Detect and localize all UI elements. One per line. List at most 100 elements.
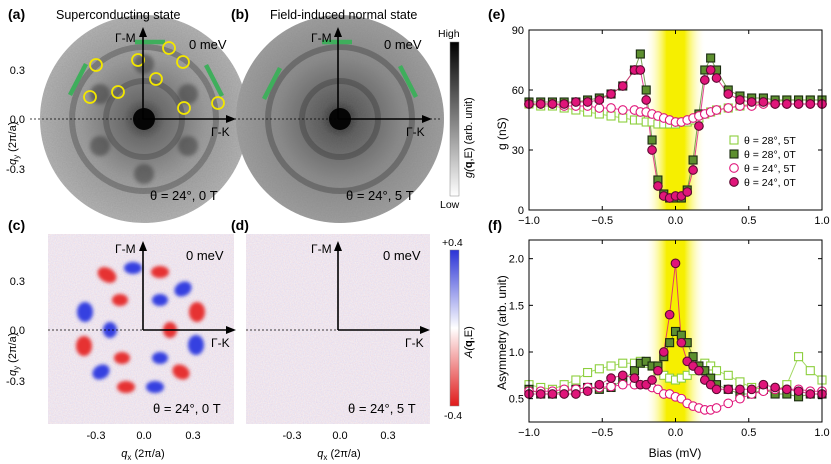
data-point-circle [746,384,757,395]
data-point-circle [547,389,558,399]
data-point-square [805,366,815,376]
colorbar-a-bottom: -0.4 [444,410,462,422]
data-point-circle [559,389,570,399]
gk-arrowhead [420,326,430,334]
data-point-square [723,370,733,380]
map-xtick: 0.0 [332,430,347,442]
data-point-circle [664,309,675,320]
data-point-circle [805,389,816,399]
y-tick-label: 1.0 [509,347,524,359]
panel-label-e: (e) [488,6,505,22]
energy-label: 0 meV [384,37,422,52]
data-point-circle [606,103,616,113]
gm-arrowhead [139,241,147,251]
x-tick-label: 1.0 [814,215,829,227]
data-point-circle [606,89,616,99]
qpi-peak-circle [111,85,125,99]
gm-label: Γ-M [115,242,136,256]
condition-label-d: θ = 24°, 5 T [348,401,416,416]
x-tick-label: 0.0 [668,215,683,227]
data-point-circle [781,384,792,395]
data-point-square [606,111,616,121]
energy-label: 0 meV [189,37,227,52]
panel-label-a: (a) [8,6,25,22]
data-point-circle [770,382,780,393]
data-point-circle [694,365,704,376]
panel-label-f: (f) [488,217,502,233]
data-point-square [641,356,651,366]
data-point-circle [606,373,616,383]
data-point-circle [658,347,669,357]
map-xtick: -0.3 [283,430,302,442]
data-point-square [635,49,645,59]
panel-a: Γ-M Γ-K 0 meV θ = 24°, 0 T (a) Supercond… [8,6,248,223]
qpi-peak-circle [89,58,103,72]
energy-label: 0 meV [383,248,421,263]
colorbar-g-gradient [449,41,460,197]
data-point-circle [723,384,734,395]
gk-label: Γ-K [211,336,230,350]
y-tick-label: 1.5 [509,300,524,312]
data-point-circle [535,389,546,399]
data-point-square [606,361,616,371]
data-point-circle [711,403,722,413]
data-point-circle [594,95,605,105]
qpi-peak-circle [131,53,145,67]
x-tick-label: 1.0 [814,427,829,439]
gm-label: Γ-M [311,242,332,256]
colorbar-a: +0.4 -0.4 A(q,E) [442,237,475,422]
data-point-circle [758,97,769,107]
colorbar-g-top: High [438,28,460,40]
colorbar-a-label: A(q,E) [463,326,475,359]
gk-arrowhead [422,115,432,123]
y-tick-label: 0 [518,205,524,217]
condition-label-a: θ = 24°, 0 T [150,188,218,203]
map-ytick: 0.3 [10,276,25,288]
data-point-circle [617,81,628,91]
plot-f: (f) Asymmetry (arb. unit) Bias (mV) −1.0… [488,217,830,460]
data-point-circle [793,99,804,109]
data-point-circle [629,373,640,383]
data-point-circle [582,97,593,107]
data-point-circle [723,89,734,99]
plot-f-ylabel: Asymmetry (arb. unit) [495,275,509,390]
x-tick-label: 0.0 [668,427,683,439]
data-point-circle [547,99,558,109]
y-tick-label: 60 [512,85,524,97]
condition-label-b: θ = 24°, 5 T [346,188,414,203]
qpi-peak-circle [177,101,191,115]
data-point-square [706,361,716,371]
gk-label: Γ-K [405,336,424,350]
data-point-circle [735,95,745,105]
bz-boundary-bar [68,62,88,97]
map-xtick: 0.3 [185,430,200,442]
data-point-circle [571,97,581,107]
legend-label: θ = 24°, 0T [744,177,796,189]
data-point-square [594,364,604,374]
panel-b: Γ-M Γ-K 0 meV θ = 24°, 5 T (b) Field-ind… [226,6,444,223]
map-ylabel-bottom: qy (2π/a) [7,333,21,376]
map-xtick: -0.3 [87,430,106,442]
data-point-square [711,366,722,376]
y-tick-label: 2.0 [509,254,524,266]
data-point-square [571,375,581,385]
x-tick-label: 0.5 [741,215,756,227]
panel-label-d: (d) [231,217,249,233]
x-tick-label: 0.5 [741,427,756,439]
qpi-peak-circle [176,55,190,69]
qpi-peak-circle [83,90,97,104]
data-point-square [647,135,657,145]
data-point-square [665,338,675,348]
colorbar-g: High Low g(q,E) (arb. unit) [438,28,475,211]
data-point-circle [582,386,593,397]
data-point-circle [688,165,698,175]
data-point-circle [711,105,722,115]
colorbar-a-top: +0.4 [442,237,463,249]
gm-arrowhead [334,241,342,251]
data-point-circle [705,65,716,75]
colorbar-a-gradient [449,249,460,407]
data-point-square [688,155,698,165]
qpi-peak-circle [149,72,163,86]
caption-b: Field-induced normal state [270,8,417,22]
data-point-circle [746,97,757,107]
